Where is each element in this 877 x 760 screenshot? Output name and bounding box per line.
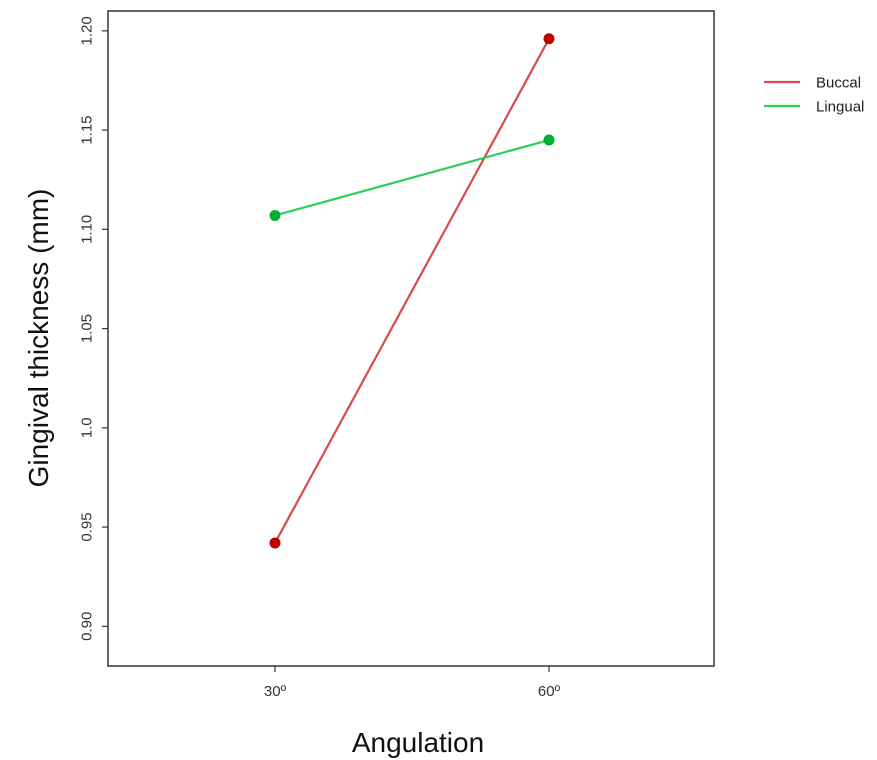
data-point-buccal — [269, 537, 281, 549]
x-tick-label: 30º — [264, 683, 287, 700]
y-axis-title: Gingival thickness (mm) — [23, 189, 54, 488]
x-tick-label: 60º — [538, 683, 561, 700]
series-layer — [269, 33, 555, 549]
y-tick-label: 0.90 — [78, 612, 95, 641]
x-axis: 30º 60º — [264, 666, 561, 700]
y-tick-label: 0.95 — [78, 512, 95, 541]
data-point-lingual — [543, 134, 555, 146]
y-tick-label: 1.0 — [78, 417, 95, 438]
y-axis: 0.90 0.95 1.0 1.05 1.10 1.15 1.20 — [78, 16, 108, 641]
legend: Buccal Lingual — [764, 74, 864, 115]
y-tick-label: 1.05 — [78, 314, 95, 343]
y-tick-label: 1.20 — [78, 16, 95, 45]
legend-label-lingual: Lingual — [816, 98, 864, 115]
series-line-buccal — [274, 38, 550, 544]
data-point-buccal — [543, 33, 555, 45]
series-line-lingual — [274, 138, 550, 217]
y-tick-label: 1.10 — [78, 215, 95, 244]
legend-label-buccal: Buccal — [816, 74, 861, 91]
x-axis-title: Angulation — [352, 727, 484, 758]
y-tick-label: 1.15 — [78, 115, 95, 144]
data-point-lingual — [269, 209, 281, 221]
plot-area — [107, 10, 715, 667]
